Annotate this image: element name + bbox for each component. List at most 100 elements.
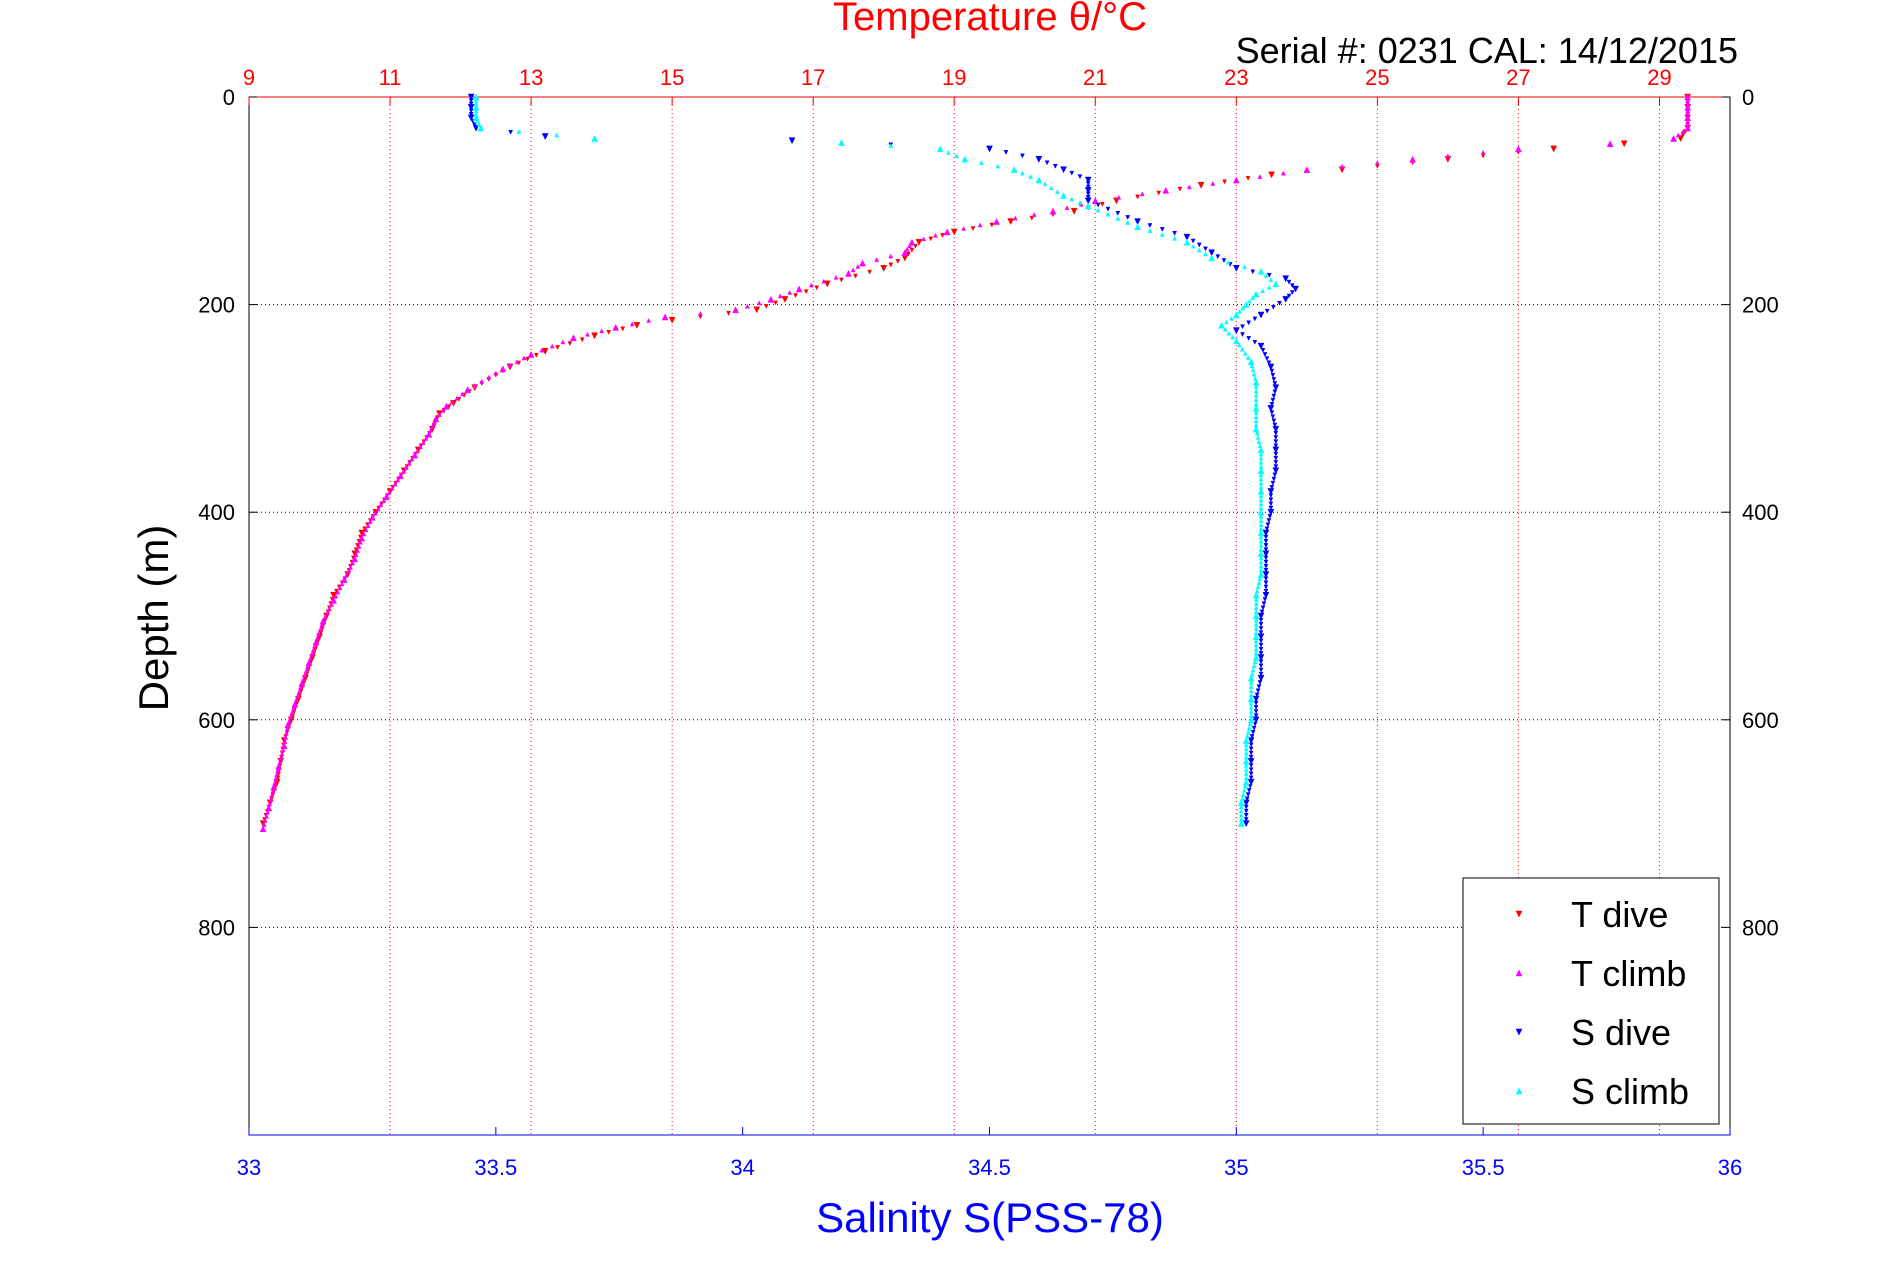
data-point: [1262, 352, 1268, 357]
data-point: [262, 817, 268, 823]
data-point: [1052, 163, 1058, 169]
data-point: [567, 341, 573, 347]
data-point: [291, 705, 296, 711]
data-point: [1680, 129, 1686, 134]
data-point: [1272, 422, 1278, 428]
data-point: [319, 617, 327, 625]
data-point: [793, 293, 798, 299]
data-point: [1243, 813, 1249, 818]
data-point: [319, 622, 325, 628]
data-point: [907, 243, 912, 249]
data-point: [541, 133, 549, 141]
data-point: [468, 108, 474, 114]
data-point: [335, 589, 341, 595]
legend-marker: [1515, 1028, 1523, 1036]
x-top-tick-label: 9: [243, 65, 255, 90]
x-axis-label: Salinity S(PSS-78): [816, 1194, 1164, 1241]
y-tick-label-right: 200: [1742, 293, 1779, 318]
data-point: [1242, 799, 1250, 807]
data-point: [1139, 191, 1145, 197]
data-point: [1260, 348, 1266, 353]
y-tick-label: 800: [198, 915, 235, 940]
data-point: [1246, 788, 1252, 793]
data-point: [1210, 180, 1216, 186]
data-point: [1084, 187, 1092, 194]
data-point: [1263, 555, 1269, 561]
data-point: [467, 104, 475, 111]
data-point: [1289, 283, 1295, 289]
data-point: [1264, 308, 1270, 314]
data-point: [1246, 725, 1252, 731]
data-point: [1620, 140, 1628, 148]
data-point: [781, 296, 789, 303]
data-point: [397, 472, 405, 480]
data-point: [1222, 179, 1227, 185]
data-point: [1280, 170, 1286, 176]
legend-marker: [1515, 910, 1523, 918]
data-point: [1246, 336, 1252, 341]
data-point: [859, 259, 866, 267]
data-point: [1263, 534, 1269, 540]
data-point: [1257, 675, 1265, 682]
data-point: [406, 460, 412, 466]
data-point: [1267, 508, 1275, 516]
data-point: [324, 610, 330, 616]
data-point: [1272, 280, 1280, 288]
data-point: [264, 813, 269, 819]
data-point: [1247, 716, 1255, 724]
data-point: [1020, 153, 1025, 159]
data-point: [1134, 223, 1142, 230]
data-point: [1258, 626, 1264, 632]
data-point: [1480, 149, 1486, 155]
data-point: [1267, 405, 1275, 412]
data-point: [1445, 153, 1451, 159]
data-point: [612, 323, 620, 331]
data-point: [1248, 746, 1254, 752]
data-point: [454, 395, 460, 401]
data-point: [599, 328, 605, 334]
data-point: [343, 572, 349, 578]
data-point: [823, 280, 831, 288]
x-top-tick-label: 15: [660, 65, 684, 90]
data-point: [1226, 330, 1232, 336]
x-top-tick-label: 27: [1506, 65, 1530, 90]
data-point: [1258, 638, 1264, 644]
data-point: [1258, 642, 1264, 648]
data-point: [417, 444, 423, 450]
data-point: [369, 513, 376, 521]
data-point: [1218, 321, 1225, 329]
data-point: [401, 469, 406, 474]
data-point: [355, 548, 361, 553]
data-point: [1125, 215, 1131, 220]
data-point: [339, 581, 345, 587]
data-point: [1277, 301, 1282, 306]
x-top-tick-label: 25: [1365, 65, 1389, 90]
data-point: [274, 772, 280, 778]
data-point: [1186, 184, 1192, 190]
data-point: [853, 273, 858, 279]
data-point: [732, 306, 740, 314]
data-point: [1257, 311, 1265, 319]
x-bottom-tick-label: 33.5: [474, 1155, 517, 1180]
x-bottom-tick-label: 35.5: [1462, 1155, 1505, 1180]
data-point: [508, 130, 514, 135]
data-point: [1044, 160, 1050, 166]
data-point: [1262, 591, 1270, 599]
data-point: [838, 277, 844, 283]
data-point: [425, 430, 433, 438]
data-point: [1248, 771, 1254, 777]
data-point: [1252, 659, 1258, 664]
data-point: [310, 647, 316, 653]
data-point: [1070, 207, 1078, 215]
data-point: [697, 310, 703, 316]
data-point: [1225, 259, 1231, 265]
data-point: [1190, 238, 1196, 244]
data-point: [943, 228, 951, 236]
data-point: [259, 825, 267, 833]
data-point: [1252, 339, 1258, 345]
data-point: [1116, 194, 1122, 200]
data-point: [284, 726, 290, 732]
data-point: [1257, 680, 1263, 685]
x-top-tick-label: 29: [1647, 65, 1671, 90]
data-point: [1060, 166, 1067, 174]
